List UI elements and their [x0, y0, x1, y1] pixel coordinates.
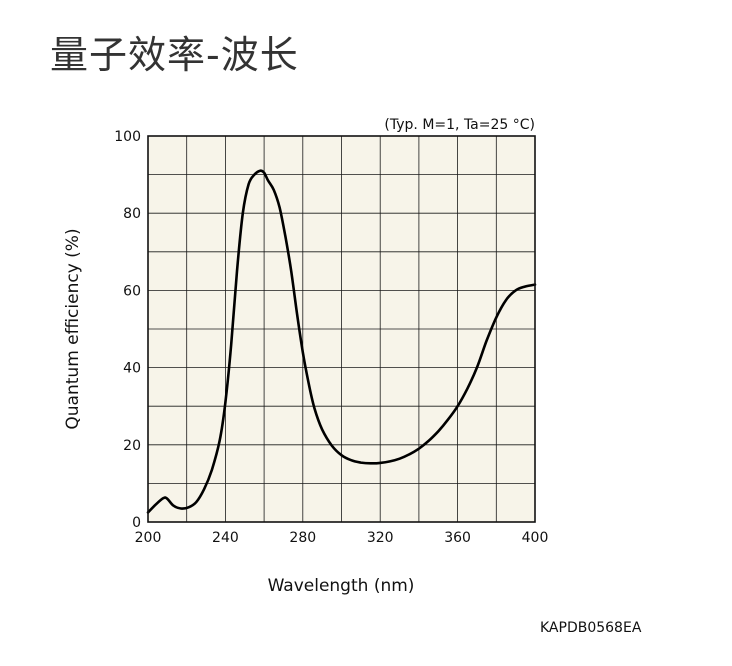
- horizontal-gridlines: [148, 174, 535, 484]
- y-tick-label: 40: [123, 361, 141, 377]
- y-axis-label: Quantum efficiency (%): [63, 228, 83, 429]
- x-axis-ticks: 200 240 280 320 360 400: [135, 530, 549, 546]
- y-tick-label: 80: [123, 206, 141, 222]
- y-tick-label: 100: [114, 129, 141, 145]
- x-tick-label: 240: [212, 530, 239, 546]
- x-tick-label: 200: [135, 530, 162, 546]
- x-tick-label: 360: [444, 530, 471, 546]
- x-tick-label: 400: [522, 530, 549, 546]
- figure-code: KAPDB0568EA: [540, 620, 642, 636]
- qe-curve: [146, 169, 537, 514]
- y-tick-label: 20: [123, 438, 141, 454]
- y-tick-label: 60: [123, 283, 141, 299]
- page-title: 量子效率-波长: [50, 33, 299, 77]
- y-tick-label: 0: [132, 515, 141, 531]
- y-axis-ticks: 0 20 40 60 80 100: [114, 129, 141, 531]
- plot-frame: [147, 135, 536, 523]
- x-tick-label: 280: [289, 530, 316, 546]
- conditions-note: (Typ. M=1, Ta=25 °C): [384, 117, 535, 133]
- x-axis-label: Wavelength (nm): [268, 576, 415, 596]
- x-tick-label: 320: [367, 530, 394, 546]
